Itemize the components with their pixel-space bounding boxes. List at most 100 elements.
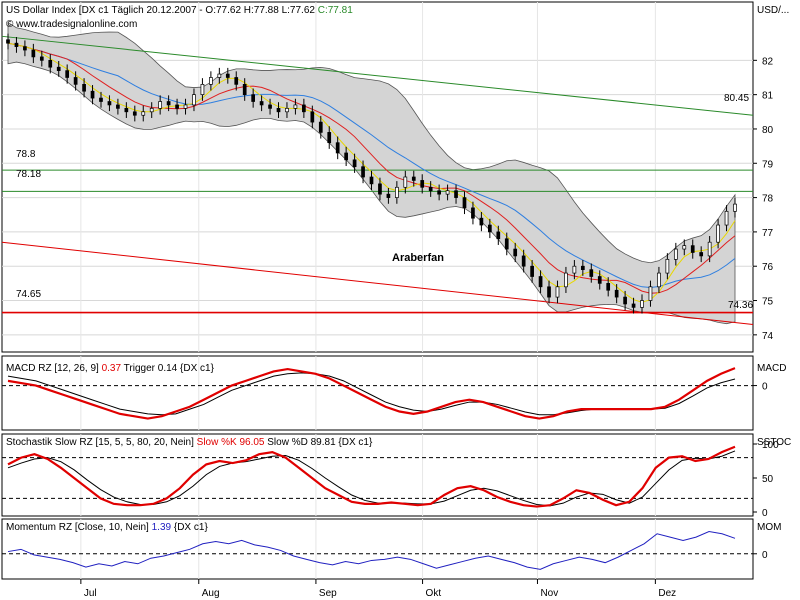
candle-body <box>124 108 129 113</box>
candle-body <box>310 111 315 123</box>
green-trend-label: 80.45 <box>724 93 749 104</box>
candle-body <box>403 176 408 188</box>
candle-body <box>614 289 619 298</box>
price-tick-label: 74 <box>762 331 774 342</box>
candle-body <box>597 276 602 284</box>
candle-body <box>699 252 704 257</box>
month-tick-label: Okt <box>426 588 442 599</box>
candle-body <box>217 73 222 78</box>
mom-tick-label: 0 <box>762 550 768 561</box>
candle-body <box>200 84 205 95</box>
red-trendline <box>1 241 754 326</box>
candle-body <box>116 104 120 109</box>
macd-title: MACD RZ [12, 26, 9] 0.37 Trigger 0.14 {D… <box>6 363 215 374</box>
stoch-tick-label: 0 <box>762 508 768 519</box>
candle-body <box>479 217 484 226</box>
candle-body <box>411 176 416 181</box>
candle-body <box>39 56 44 61</box>
price-tick-label: 79 <box>762 159 774 170</box>
stoch-tick-label: 50 <box>762 474 774 485</box>
macd-tick-label: 0 <box>762 382 768 393</box>
candle-body <box>513 248 518 257</box>
candle-body <box>395 186 399 198</box>
candle-body <box>183 104 188 109</box>
candle-body <box>6 39 10 44</box>
candle-body <box>665 259 670 274</box>
candle-body <box>268 104 272 109</box>
candle-body <box>547 286 551 298</box>
price-tick-label: 82 <box>762 56 774 67</box>
stoch-k-line <box>7 445 736 508</box>
candle-body <box>471 207 475 219</box>
candle-body <box>132 111 137 116</box>
chart-title: US Dollar Index [DX c1 Täglich 20.12.200… <box>6 5 353 16</box>
candle-body <box>378 183 382 195</box>
candle-body <box>657 272 661 288</box>
lower-trend-label: 74.36 <box>728 300 753 311</box>
candlesticks <box>6 33 737 314</box>
stoch-title: Stochastik Slow RZ [15, 5, 5, 80, 20, Ne… <box>6 437 373 448</box>
candle-body <box>386 193 391 198</box>
candle-body <box>454 190 458 198</box>
candle-body <box>724 210 729 226</box>
candle-body <box>192 94 196 106</box>
stoch-axis-label: SSTOC <box>757 437 791 448</box>
candle-body <box>335 142 340 154</box>
candle-body <box>56 66 61 71</box>
candle-body <box>65 70 70 78</box>
candle-body <box>487 224 492 233</box>
price-tick-label: 80 <box>762 125 774 136</box>
candle-body <box>302 104 306 113</box>
candle-body <box>673 248 678 260</box>
candle-body <box>149 108 154 113</box>
mom-title: Momentum RZ [Close, 10, Nein] 1.39 {DX c… <box>6 522 208 533</box>
candle-body <box>707 241 712 257</box>
support-label: 74.65 <box>16 289 41 300</box>
indicator-lines <box>7 367 736 570</box>
candle-body <box>733 203 737 212</box>
candle-body <box>530 265 534 277</box>
candle-body <box>107 101 112 106</box>
price-tick-label: 76 <box>762 262 774 273</box>
candle-body <box>648 286 653 301</box>
candle-body <box>572 265 577 274</box>
candle-body <box>90 90 95 99</box>
price-tick-label: 77 <box>762 228 774 239</box>
mom-panel <box>1 518 754 580</box>
candle-body <box>496 231 501 240</box>
candle-body <box>318 121 323 133</box>
macd-panel <box>1 355 754 431</box>
candle-body <box>623 296 627 305</box>
price-unit-label: USD/... <box>757 5 789 16</box>
stoch-d-line <box>7 450 736 507</box>
candle-body <box>175 104 179 109</box>
month-tick-label: Dez <box>658 588 676 599</box>
candle-body <box>14 42 19 47</box>
candle-body <box>242 84 247 95</box>
candle-body <box>344 152 348 161</box>
axis-ticks: 74 75 76 77 78 79 80 81 82 Jul Aug Sep Okt Nov Dez 0 0 50… <box>80 56 779 599</box>
mom-axis-label: MOM <box>757 522 781 533</box>
candle-body <box>538 276 543 288</box>
candle-body <box>48 59 53 68</box>
candle-body <box>682 245 687 250</box>
candle-body <box>589 269 594 277</box>
candle-body <box>23 46 27 51</box>
candle-body <box>327 132 332 144</box>
green-trendline <box>1 35 754 116</box>
candle-body <box>251 94 256 102</box>
candle-body <box>462 197 467 209</box>
candle-body <box>293 104 298 109</box>
candle-body <box>420 180 425 188</box>
watermark: © www.tradesignalonline.com <box>6 19 137 30</box>
candle-body <box>158 101 163 109</box>
candle-body <box>234 77 239 85</box>
candle-body <box>361 166 365 178</box>
sma-mid-line <box>7 42 736 294</box>
month-tick-label: Nov <box>540 588 558 599</box>
candle-body <box>209 77 213 85</box>
candle-body <box>259 101 264 106</box>
candle-body <box>166 101 171 106</box>
month-tick-label: Jul <box>84 588 97 599</box>
